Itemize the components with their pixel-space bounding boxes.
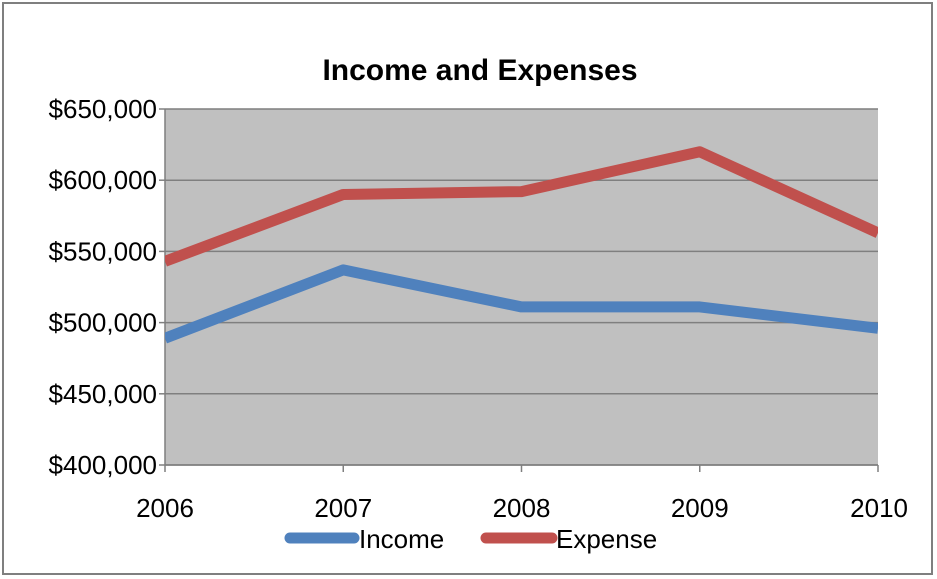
legend: Income Expense — [284, 524, 657, 554]
x-tick-labels: 2006 2007 2008 2009 2010 — [136, 493, 908, 523]
x-tick-label-2: 2008 — [493, 493, 551, 523]
y-tick-label-5: $650,000 — [49, 94, 157, 124]
x-tick-label-3: 2009 — [671, 493, 729, 523]
legend-label-expense: Expense — [556, 524, 657, 554]
y-tick-labels: $400,000 $450,000 $500,000 $550,000 $600,000… — [49, 94, 157, 480]
y-tick-label-2: $500,000 — [49, 308, 157, 338]
legend-item-income: Income — [284, 524, 444, 554]
axes — [159, 108, 879, 472]
legend-item-expense: Expense — [480, 524, 657, 554]
y-tick-label-1: $450,000 — [49, 379, 157, 409]
plot-area — [165, 109, 878, 465]
y-tick-label-0: $400,000 — [49, 450, 157, 480]
legend-label-income: Income — [359, 524, 444, 554]
y-tick-label-4: $600,000 — [49, 165, 157, 195]
chart-title: Income and Expenses — [322, 54, 637, 87]
y-tick-label-3: $550,000 — [49, 236, 157, 266]
x-tick-label-0: 2006 — [136, 493, 194, 523]
x-tick-label-1: 2007 — [314, 493, 372, 523]
series-lines — [165, 146, 878, 344]
x-tick-label-4: 2010 — [850, 493, 908, 523]
